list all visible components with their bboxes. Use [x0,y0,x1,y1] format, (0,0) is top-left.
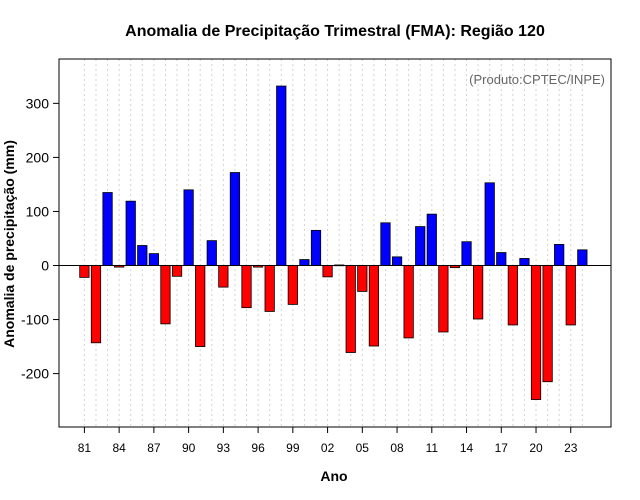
chart-title: Anomalia de Precipitação Trimestral (FMA… [125,23,545,40]
bar-2020 [530,265,542,400]
bar-1999 [287,265,298,305]
x-tick-label: 23 [564,441,578,455]
x-tick-label: 96 [251,441,265,455]
x-tick-label: 02 [321,441,335,455]
y-tick-label: 200 [26,149,50,165]
x-tick-label: 84 [112,441,126,455]
bar-1990 [183,189,194,266]
y-tick-label: 100 [26,203,50,219]
bar-2014 [461,241,472,266]
bar-2007 [380,222,391,266]
bar-2011 [426,213,437,266]
x-tick-label: 93 [217,441,231,455]
bar-2004 [345,265,356,353]
x-tick-label: 08 [390,441,404,455]
x-tick-label: 11 [426,441,439,455]
bar-2018 [507,265,518,326]
bar-2012 [438,265,449,333]
bar-1992 [206,240,217,266]
bar-2006 [368,265,380,347]
bar-2001 [310,229,322,266]
x-tick-label: 99 [286,441,300,455]
bar-1982 [90,265,102,344]
bar-1998 [276,85,287,266]
bar-2009 [403,265,414,339]
bar-1986 [137,245,148,266]
bar-1991 [195,265,206,347]
bar-2015 [473,265,484,320]
grid-lines [83,59,583,427]
bar-2010 [415,226,426,266]
bar-1995 [241,265,252,309]
bar-1993 [218,265,229,288]
bar-1981 [79,265,90,278]
source-label: (Produto:CPTEC/INPE) [469,72,605,87]
bar-2002 [322,265,333,278]
bar-2005 [357,265,368,292]
y-axis: -200 -100 0 100 200 300 [21,95,59,382]
bar-1997 [264,265,275,312]
bar-2022 [554,244,565,266]
bar-2019 [519,258,530,266]
x-tick-label: 81 [78,441,92,455]
x-tick-label: 20 [529,441,543,455]
y-tick-label: -200 [21,366,49,382]
bar-2024 [577,249,588,266]
bar-2000 [299,259,310,266]
bar-1989 [171,265,183,277]
bar-2016 [484,182,495,266]
bars [79,85,588,400]
bar-1983 [102,192,113,266]
plot-frame [58,58,612,428]
bar-2023 [565,265,576,326]
x-tick-label: 14 [460,441,474,455]
x-axis: 81 84 87 90 93 96 99 02 05 08 11 14 17 20 23 [78,427,578,455]
bar-2017 [496,252,507,266]
bar-1985 [125,200,136,266]
bar-1994 [229,172,241,266]
x-tick-label: 17 [495,441,509,455]
bar-1988 [160,265,171,325]
bar-2021 [542,265,553,383]
y-tick-label: -100 [21,312,49,328]
y-axis-label: Anomalia de precipitação (mm) [1,140,17,348]
x-tick-label: 87 [147,441,161,455]
x-axis-label: Ano [320,468,347,484]
bar-2008 [391,256,403,266]
x-tick-label: 90 [182,441,196,455]
y-tick-label: 300 [26,95,50,111]
y-tick-label: 0 [41,258,49,274]
x-tick-label: 05 [356,441,370,455]
bar-1987 [148,253,159,266]
